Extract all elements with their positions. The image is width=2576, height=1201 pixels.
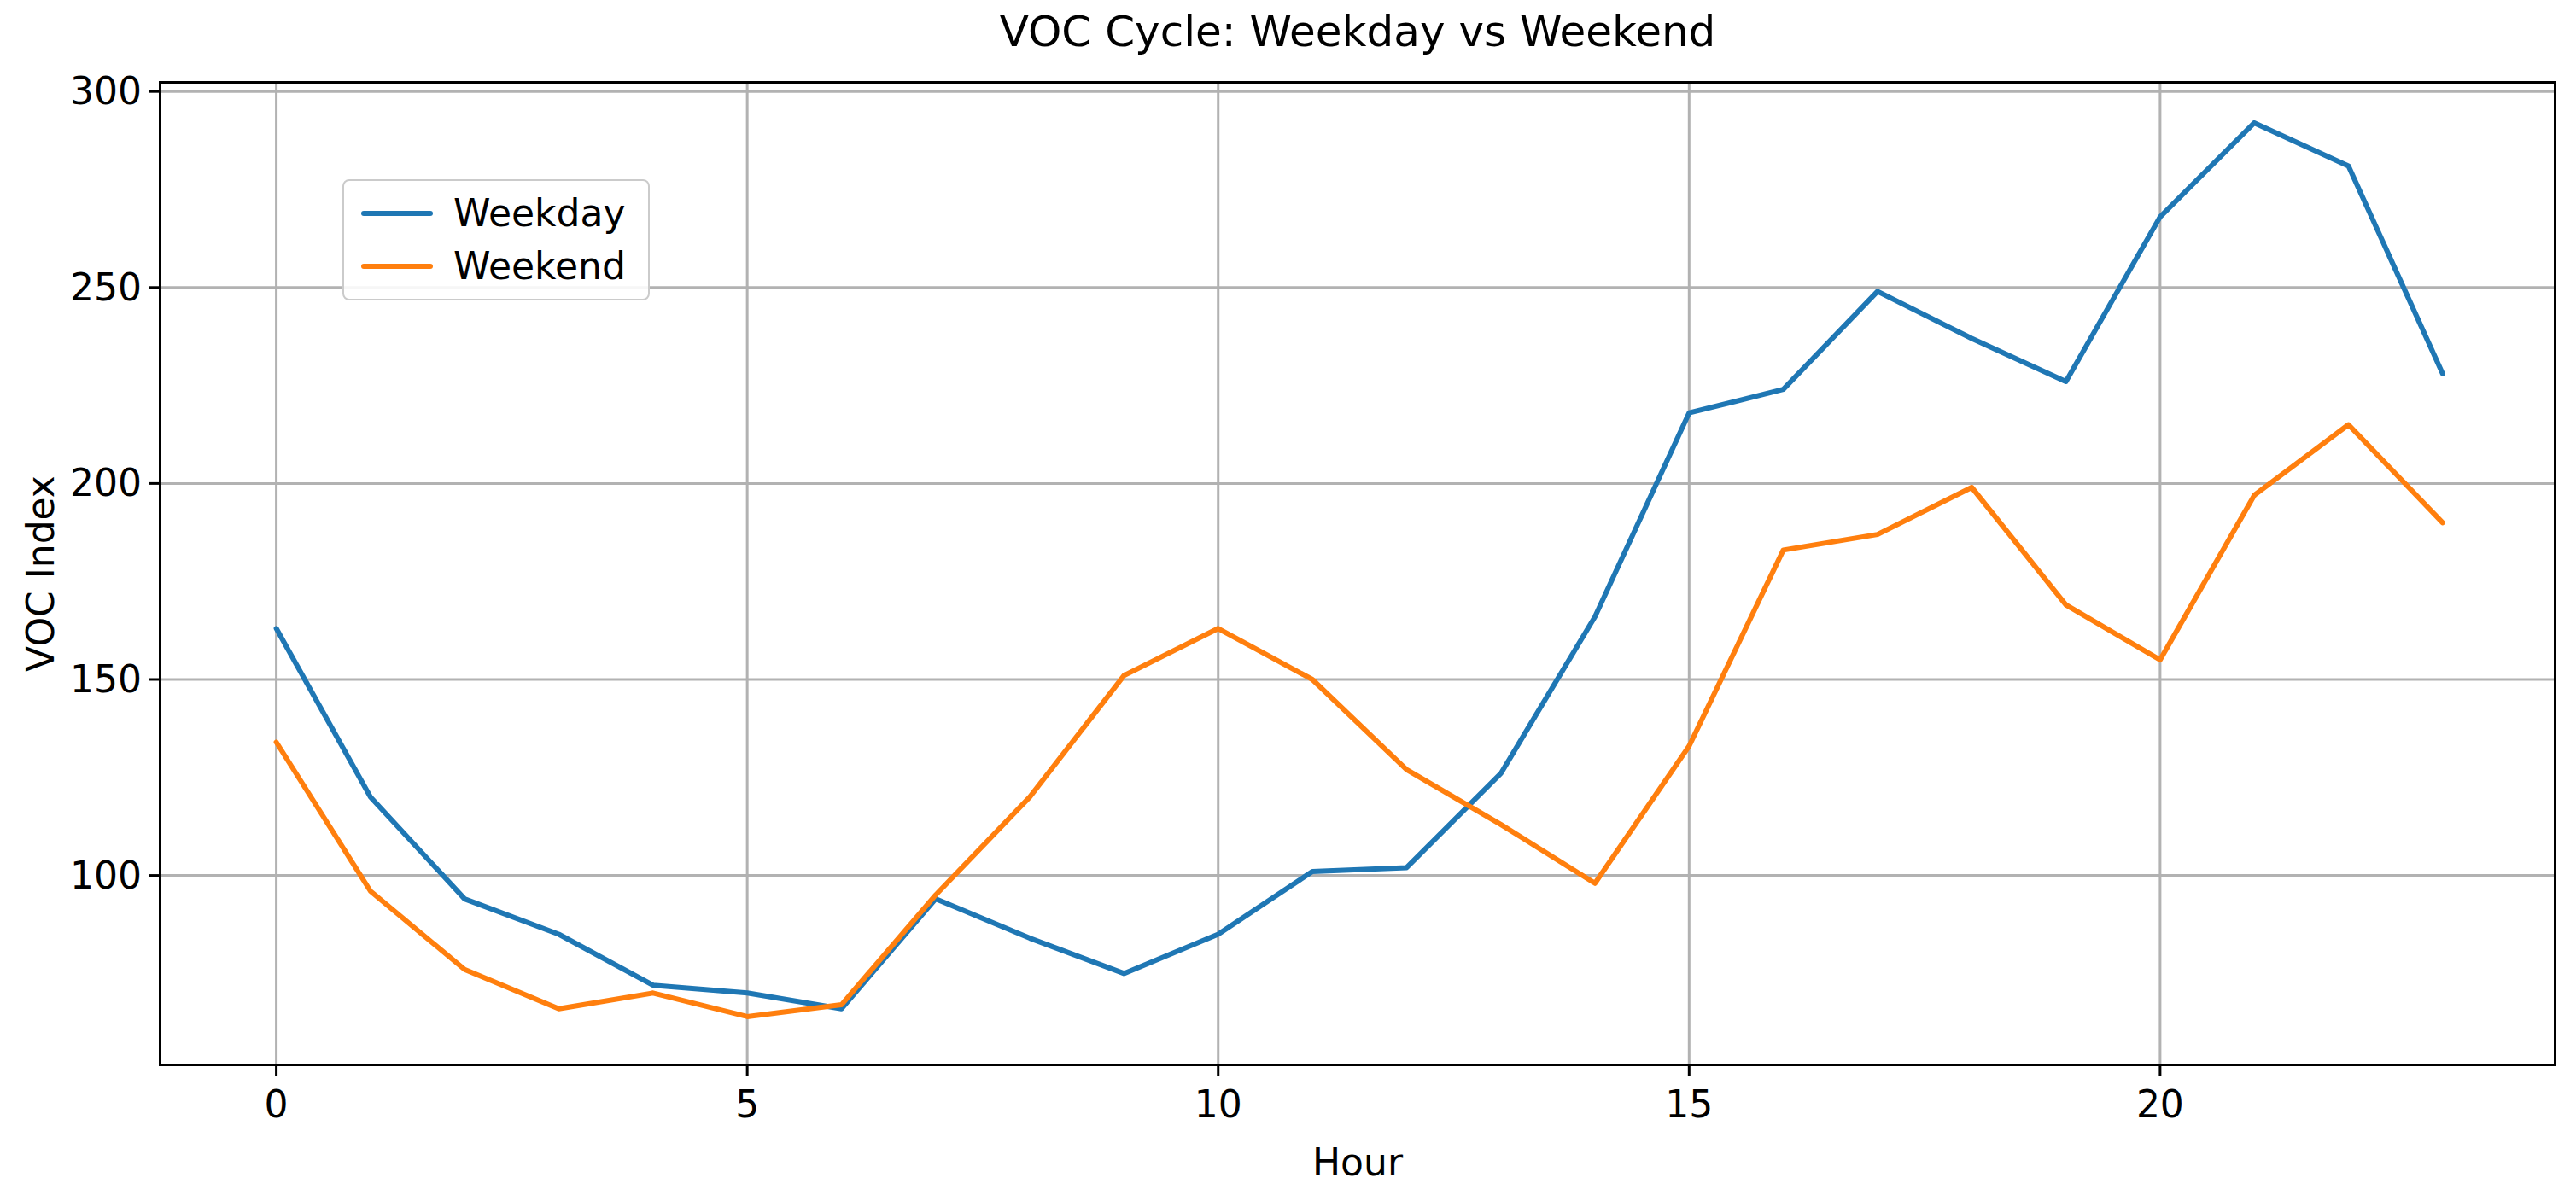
plot-area: Weekday Weekend — [159, 81, 2556, 1066]
y-tick-label: 150 — [0, 657, 142, 702]
x-tick-label: 5 — [679, 1082, 815, 1127]
y-tick-label: 200 — [0, 461, 142, 505]
legend-line-weekday-icon — [361, 211, 433, 216]
chart-title: VOC Cycle: Weekday vs Weekend — [161, 7, 2554, 56]
legend-item-weekend: Weekend — [361, 244, 626, 289]
y-tick-label: 100 — [0, 854, 142, 898]
x-tick-label: 15 — [1621, 1082, 1757, 1127]
x-axis-label: Hour — [161, 1140, 2554, 1184]
legend: Weekday Weekend — [342, 179, 650, 300]
legend-label-weekday: Weekday — [453, 191, 625, 236]
y-tick-label: 250 — [0, 265, 142, 310]
figure-canvas: VOC Cycle: Weekday vs Weekend VOC Index … — [0, 0, 2576, 1201]
series-line-weekend — [277, 425, 2443, 1017]
x-tick-label: 20 — [2092, 1082, 2228, 1127]
y-tick-label: 300 — [0, 69, 142, 114]
x-tick-label: 10 — [1150, 1082, 1287, 1127]
legend-label-weekend: Weekend — [453, 244, 626, 289]
x-tick-label: 0 — [208, 1082, 345, 1127]
legend-line-weekend-icon — [361, 264, 433, 269]
legend-item-weekday: Weekday — [361, 191, 626, 236]
